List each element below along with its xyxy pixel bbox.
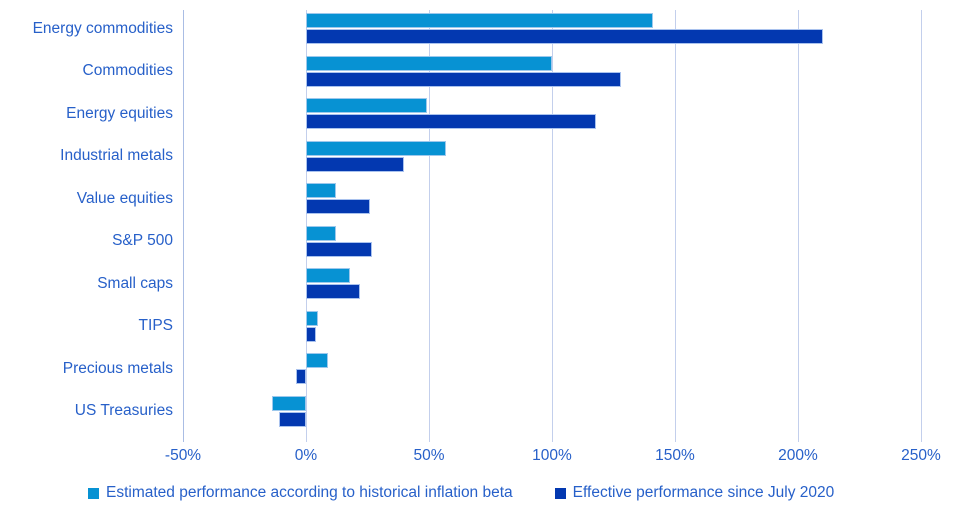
gridline-100 bbox=[552, 10, 553, 442]
legend-label: Effective performance since July 2020 bbox=[572, 484, 835, 501]
bar-estimated bbox=[306, 310, 319, 326]
x-tick-label: 200% bbox=[778, 447, 818, 464]
bar-estimated bbox=[306, 268, 351, 283]
gridline--50 bbox=[183, 10, 184, 442]
category-label: Energy equities bbox=[66, 104, 173, 122]
bar-effective bbox=[306, 326, 316, 342]
legend-item: Effective performance since July 2020 bbox=[554, 484, 835, 502]
bar-estimated bbox=[306, 55, 552, 71]
bar-effective bbox=[306, 241, 373, 257]
bar-estimated bbox=[306, 183, 336, 198]
x-tick-label: 250% bbox=[901, 447, 941, 464]
bar-effective bbox=[306, 29, 823, 44]
legend-label: Estimated performance according to histo… bbox=[106, 484, 513, 501]
bar-estimated bbox=[306, 225, 336, 241]
chart-legend: Estimated performance according to histo… bbox=[88, 484, 834, 502]
x-tick-label: -50% bbox=[164, 447, 202, 464]
bar-estimated bbox=[306, 13, 653, 28]
legend-swatch-icon bbox=[88, 487, 99, 499]
legend-item: Estimated performance according to histo… bbox=[88, 484, 513, 502]
bar-effective bbox=[296, 369, 306, 384]
category-label: Precious metals bbox=[62, 359, 173, 377]
category-label: US Treasuries bbox=[74, 402, 173, 419]
bar-estimated bbox=[306, 140, 447, 156]
category-label: Small caps bbox=[97, 274, 173, 292]
bar-effective bbox=[278, 411, 306, 427]
category-label: Commodities bbox=[82, 62, 173, 79]
category-label: Energy commodities bbox=[32, 19, 173, 37]
gridline-200 bbox=[798, 10, 799, 442]
x-tick-label: 150% bbox=[655, 447, 695, 464]
bar-effective bbox=[306, 156, 405, 172]
bar-effective bbox=[306, 199, 370, 214]
gridline-150 bbox=[675, 10, 676, 442]
category-label: TIPS bbox=[138, 317, 173, 334]
x-tick-label: 50% bbox=[413, 447, 445, 464]
bar-effective bbox=[306, 71, 621, 87]
x-tick-label: 0% bbox=[294, 447, 318, 464]
x-tick-label: 100% bbox=[532, 447, 572, 464]
legend-swatch-icon bbox=[554, 487, 566, 499]
category-label: S&P 500 bbox=[112, 232, 173, 249]
category-label: Industrial metals bbox=[60, 147, 173, 164]
bar-estimated bbox=[271, 395, 306, 411]
bar-effective bbox=[306, 114, 597, 129]
gridline-50 bbox=[429, 10, 430, 442]
category-label: Value equities bbox=[76, 189, 173, 207]
bar-estimated bbox=[306, 98, 427, 113]
bar-effective bbox=[306, 284, 361, 299]
bar-estimated bbox=[306, 353, 329, 368]
gridline-250 bbox=[921, 10, 922, 442]
